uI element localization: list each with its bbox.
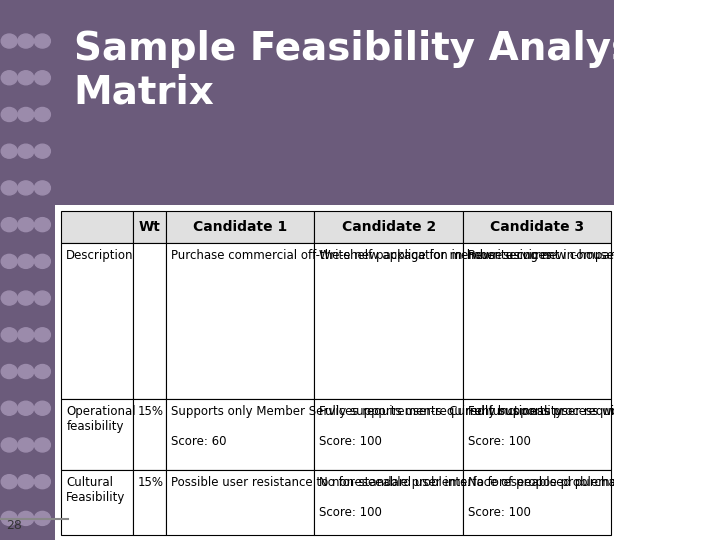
Text: Possible user resistance to non-standard user interface of proposed purchased pa: Possible user resistance to non-standard… — [171, 476, 693, 489]
FancyBboxPatch shape — [133, 243, 166, 399]
Circle shape — [35, 401, 50, 415]
Circle shape — [18, 438, 34, 452]
Circle shape — [18, 475, 34, 489]
Circle shape — [1, 181, 17, 195]
FancyBboxPatch shape — [55, 0, 614, 205]
Circle shape — [18, 328, 34, 342]
FancyBboxPatch shape — [315, 243, 463, 399]
Text: Candidate 1: Candidate 1 — [193, 220, 287, 234]
FancyBboxPatch shape — [166, 211, 315, 243]
Circle shape — [18, 71, 34, 85]
Circle shape — [18, 107, 34, 122]
FancyBboxPatch shape — [133, 470, 166, 535]
Text: Fully supports user-required functionality.

Score: 100: Fully supports user-required functionali… — [468, 405, 714, 448]
Text: Purchase commercial off-the-shelf package for member services.: Purchase commercial off-the-shelf packag… — [171, 249, 555, 262]
Circle shape — [18, 254, 34, 268]
Text: Operational
feasibility: Operational feasibility — [66, 405, 136, 433]
FancyBboxPatch shape — [463, 243, 611, 399]
Circle shape — [1, 254, 17, 268]
FancyBboxPatch shape — [133, 211, 166, 243]
Text: Supports only Member Services requirements. Current business process would have : Supports only Member Services requiremen… — [171, 405, 720, 448]
FancyBboxPatch shape — [166, 470, 315, 535]
FancyBboxPatch shape — [61, 470, 133, 535]
FancyBboxPatch shape — [61, 399, 133, 470]
Circle shape — [35, 218, 50, 232]
Circle shape — [35, 328, 50, 342]
FancyBboxPatch shape — [166, 399, 315, 470]
Text: Sample Feasibility Analysis
Matrix: Sample Feasibility Analysis Matrix — [73, 30, 670, 112]
Text: Description: Description — [66, 249, 134, 262]
Text: 15%: 15% — [138, 476, 164, 489]
Text: Write new application in-house using new company standard VB.NET and SQL Server : Write new application in-house using new… — [319, 249, 720, 262]
FancyBboxPatch shape — [133, 399, 166, 470]
FancyBboxPatch shape — [61, 243, 133, 399]
Circle shape — [1, 364, 17, 379]
Circle shape — [1, 401, 17, 415]
FancyBboxPatch shape — [315, 470, 463, 535]
Circle shape — [35, 71, 50, 85]
Circle shape — [18, 218, 34, 232]
Circle shape — [1, 291, 17, 305]
Circle shape — [1, 107, 17, 122]
Circle shape — [1, 218, 17, 232]
Circle shape — [18, 401, 34, 415]
Text: Rewrite current in-house application using Powerbuilder.: Rewrite current in-house application usi… — [468, 249, 720, 262]
Circle shape — [18, 364, 34, 379]
Circle shape — [18, 181, 34, 195]
Text: Wt: Wt — [138, 220, 161, 234]
Circle shape — [35, 34, 50, 48]
Text: Fully supports user-required functionality.

Score: 100: Fully supports user-required functionali… — [319, 405, 565, 448]
Circle shape — [1, 438, 17, 452]
Circle shape — [1, 144, 17, 158]
FancyBboxPatch shape — [0, 0, 55, 540]
Circle shape — [35, 291, 50, 305]
FancyBboxPatch shape — [463, 399, 611, 470]
Circle shape — [35, 364, 50, 379]
Circle shape — [1, 328, 17, 342]
FancyBboxPatch shape — [61, 211, 133, 243]
Text: No foreseeable problems.

Score: 100: No foreseeable problems. Score: 100 — [468, 476, 619, 519]
FancyBboxPatch shape — [315, 399, 463, 470]
Circle shape — [35, 144, 50, 158]
Circle shape — [18, 144, 34, 158]
Circle shape — [1, 475, 17, 489]
Circle shape — [18, 34, 34, 48]
Circle shape — [35, 181, 50, 195]
Circle shape — [35, 475, 50, 489]
Circle shape — [35, 107, 50, 122]
FancyBboxPatch shape — [463, 211, 611, 243]
FancyBboxPatch shape — [463, 470, 611, 535]
Text: 15%: 15% — [138, 405, 164, 418]
Text: Candidate 3: Candidate 3 — [490, 220, 584, 234]
Text: Cultural
Feasibility: Cultural Feasibility — [66, 476, 126, 504]
Circle shape — [35, 511, 50, 525]
Circle shape — [18, 511, 34, 525]
Circle shape — [1, 34, 17, 48]
Circle shape — [1, 511, 17, 525]
FancyBboxPatch shape — [166, 243, 315, 399]
Circle shape — [35, 254, 50, 268]
Text: 28: 28 — [6, 519, 22, 532]
FancyBboxPatch shape — [315, 211, 463, 243]
Text: Candidate 2: Candidate 2 — [341, 220, 436, 234]
Circle shape — [18, 291, 34, 305]
Circle shape — [1, 71, 17, 85]
Circle shape — [35, 438, 50, 452]
Text: No foreseeable problems.

Score: 100: No foreseeable problems. Score: 100 — [319, 476, 471, 519]
